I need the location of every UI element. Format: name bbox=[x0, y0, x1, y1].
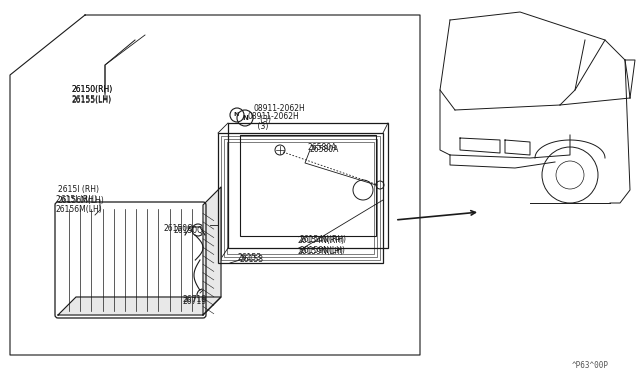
Text: N: N bbox=[234, 112, 239, 118]
Text: 26154N(RH)
26159N(LH): 26154N(RH) 26159N(LH) bbox=[298, 236, 345, 256]
Bar bbox=[227, 142, 374, 254]
Bar bbox=[221, 136, 380, 260]
Text: 2615l (RH)
26156M(LH): 2615l (RH) 26156M(LH) bbox=[56, 195, 103, 214]
Text: 26580A: 26580A bbox=[308, 144, 337, 153]
Text: 26153: 26153 bbox=[238, 253, 262, 263]
Text: 26150(RH)
26155(LH): 26150(RH) 26155(LH) bbox=[72, 85, 113, 105]
Text: 08911-2062H
    (3): 08911-2062H (3) bbox=[248, 112, 300, 131]
Bar bbox=[218, 133, 383, 263]
Bar bbox=[224, 139, 377, 257]
Text: 26150Q: 26150Q bbox=[163, 224, 193, 232]
Text: 26150Q: 26150Q bbox=[173, 225, 203, 234]
Text: 26150(RH)
26155(LH): 26150(RH) 26155(LH) bbox=[72, 85, 113, 105]
Text: 26719: 26719 bbox=[183, 298, 207, 307]
Bar bbox=[240, 135, 376, 236]
Text: N: N bbox=[242, 115, 248, 121]
Text: 26580A: 26580A bbox=[310, 145, 339, 154]
Text: 08911-2062H
   (3): 08911-2062H (3) bbox=[253, 104, 305, 124]
Polygon shape bbox=[203, 187, 221, 315]
Polygon shape bbox=[58, 297, 221, 315]
Text: ^P63^00P: ^P63^00P bbox=[572, 360, 609, 369]
Bar bbox=[228, 123, 388, 248]
Text: 26719: 26719 bbox=[183, 295, 207, 305]
Text: 26153: 26153 bbox=[240, 256, 264, 264]
Text: 2615l (RH)
26156M(LH): 2615l (RH) 26156M(LH) bbox=[58, 185, 105, 205]
Text: 26154N(RH)
26159N(LH): 26154N(RH) 26159N(LH) bbox=[300, 235, 347, 255]
